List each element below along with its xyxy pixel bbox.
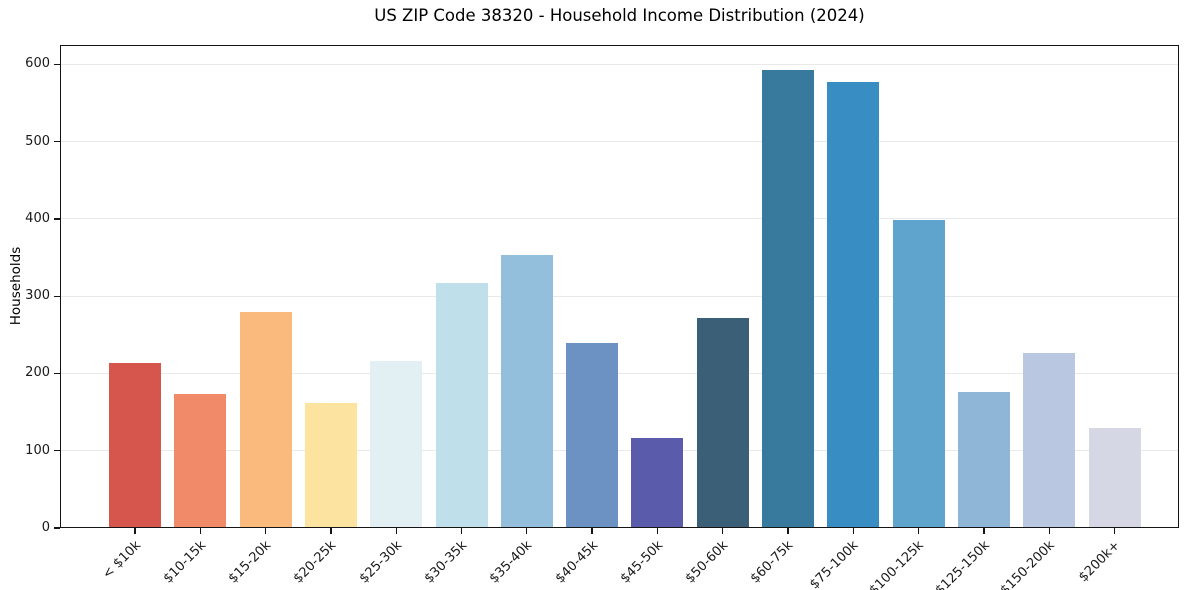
bar-$150-200k bbox=[1023, 352, 1076, 528]
x-tick-label: $15-20k bbox=[225, 538, 275, 587]
bar-$125-150k bbox=[957, 391, 1010, 528]
y-tick-label: 500 bbox=[25, 133, 50, 149]
bar-< $10k bbox=[109, 363, 161, 528]
x-tick-label: $100-125k bbox=[867, 538, 928, 590]
x-tick-mark bbox=[199, 528, 201, 534]
x-tick-label: < $10k bbox=[99, 538, 144, 583]
y-axis-label: Households bbox=[8, 246, 24, 326]
y-tick-mark bbox=[54, 450, 60, 452]
y-tick-label: 200 bbox=[25, 365, 50, 381]
x-tick-mark bbox=[656, 528, 659, 534]
x-tick-mark bbox=[264, 528, 267, 534]
gridline bbox=[61, 218, 1178, 220]
gridline bbox=[61, 295, 1178, 297]
y-tick-mark bbox=[54, 140, 60, 143]
x-tick-label: $10-15k bbox=[160, 538, 209, 587]
bar-$100-125k bbox=[892, 220, 945, 528]
x-tick-label: $45-50k bbox=[617, 538, 666, 587]
bar-$40-45k bbox=[566, 343, 619, 528]
x-tick-label: $25-30k bbox=[356, 538, 405, 587]
x-tick-label: $20-25k bbox=[291, 538, 340, 587]
bar-$20-25k bbox=[304, 402, 357, 528]
bar-$75-100k bbox=[827, 82, 880, 528]
y-tick-mark bbox=[54, 527, 60, 529]
y-tick-mark bbox=[54, 295, 60, 297]
y-tick-mark bbox=[54, 218, 60, 220]
y-tick-mark bbox=[54, 372, 60, 375]
x-tick-mark bbox=[787, 528, 789, 534]
y-tick-label: 0 bbox=[41, 520, 50, 535]
x-tick-mark bbox=[852, 528, 854, 534]
x-tick-label: $60-75k bbox=[748, 538, 797, 587]
bar-$15-20k bbox=[239, 311, 292, 528]
x-tick-mark bbox=[591, 528, 593, 534]
plot-area bbox=[60, 45, 1179, 528]
x-tick-mark bbox=[526, 528, 528, 534]
x-tick-mark bbox=[395, 528, 397, 534]
gridline bbox=[61, 450, 1178, 452]
bar-$45-50k bbox=[631, 437, 684, 528]
x-tick-label: $50-60k bbox=[682, 538, 732, 587]
x-tick-mark bbox=[134, 528, 136, 534]
x-tick-mark bbox=[1113, 528, 1116, 534]
x-tick-label: $35-40k bbox=[486, 538, 536, 587]
y-tick-mark bbox=[54, 63, 60, 65]
bar-$10-15k bbox=[174, 394, 227, 528]
bar-$30-35k bbox=[435, 283, 488, 528]
x-tick-mark bbox=[917, 528, 920, 534]
x-tick-mark bbox=[330, 528, 332, 534]
y-tick-label: 600 bbox=[25, 56, 50, 72]
gridline bbox=[61, 141, 1178, 143]
bar-$25-30k bbox=[370, 361, 423, 528]
x-tick-label: $150-200k bbox=[997, 538, 1058, 590]
y-tick-label: 400 bbox=[25, 210, 50, 226]
y-tick-label: 300 bbox=[25, 288, 50, 304]
x-tick-mark bbox=[460, 528, 463, 534]
bar-$200k+ bbox=[1088, 427, 1141, 528]
x-tick-label: $200k+ bbox=[1076, 538, 1124, 586]
y-tick-label: 100 bbox=[25, 442, 50, 458]
x-tick-label: $75-100k bbox=[807, 538, 862, 590]
x-tick-label: $125-150k bbox=[932, 538, 993, 590]
bar-$60-75k bbox=[762, 69, 814, 528]
x-tick-label: $30-35k bbox=[421, 538, 471, 587]
gridline bbox=[61, 372, 1178, 375]
bar-$50-60k bbox=[696, 317, 749, 528]
chart-title: US ZIP Code 38320 - Household Income Dis… bbox=[374, 6, 865, 25]
gridline bbox=[61, 63, 1178, 65]
x-tick-label: $40-45k bbox=[552, 538, 601, 587]
x-tick-mark bbox=[722, 528, 724, 534]
x-tick-mark bbox=[1048, 528, 1050, 534]
bar-$35-40k bbox=[500, 255, 553, 528]
x-tick-mark bbox=[983, 528, 985, 534]
